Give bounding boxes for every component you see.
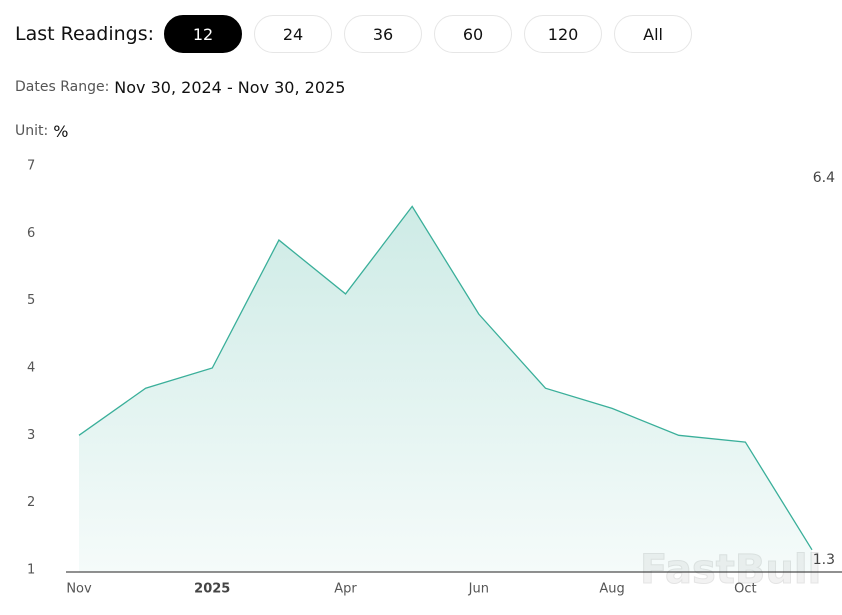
y-tick-label: 2 [27,495,35,510]
x-tick-label: Oct [734,582,756,597]
y-tick-label: 5 [27,293,35,308]
area [79,206,812,572]
dates-range: Dates Range: Nov 30, 2024 - Nov 30, 2025 [15,76,345,98]
y-tick-label: 3 [27,428,35,443]
x-tick-label: 2025 [194,582,230,597]
reading-option[interactable]: 36 [344,15,423,53]
reading-option[interactable]: All [614,15,693,53]
x-tick-label: Aug [599,582,624,597]
readings-label: Last Readings: [15,23,155,45]
line [78,205,813,551]
last-label: 1.3 [813,552,835,568]
unit: Unit: % [15,120,68,142]
reading-option[interactable]: 24 [254,15,333,53]
x-tick-label: Jun [468,582,489,597]
y-tick-label: 1 [27,563,35,578]
readings-options: 12 24 36 60 120 All [164,15,704,53]
y-tick-label: 6 [27,226,35,241]
reading-option[interactable]: 120 [524,15,603,53]
reading-option[interactable]: 60 [434,15,513,53]
max-label: 6.4 [813,170,835,186]
dates-value: Nov 30, 2024 - Nov 30, 2025 [114,77,346,97]
reading-option[interactable]: 12 [164,15,243,53]
y-tick-label: 4 [27,361,35,376]
x-tick-label: Apr [334,582,357,597]
x-tick-label: Nov [66,582,92,597]
dates-label: Dates Range: [15,79,110,95]
unit-value: % [53,121,69,141]
readings-bar: Last Readings: 12 24 36 60 120 All [15,15,704,53]
unit-label: Unit: [15,123,49,139]
y-tick-label: 7 [27,159,35,174]
